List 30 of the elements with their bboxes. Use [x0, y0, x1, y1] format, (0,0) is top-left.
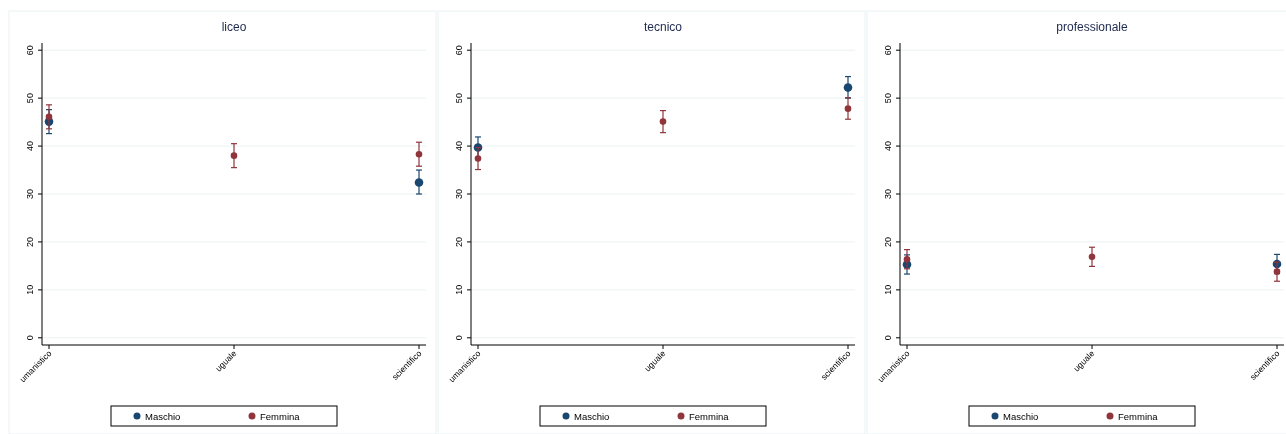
- y-tick-label: 10: [883, 284, 893, 295]
- chart-title: tecnico: [643, 20, 683, 34]
- y-tick-label: 50: [883, 93, 893, 104]
- y-tick-label: 30: [883, 188, 893, 200]
- y-tick-label: 0: [883, 335, 893, 341]
- y-tick-label: 60: [454, 45, 464, 56]
- y-tick-label: 60: [883, 45, 893, 56]
- legend-label: Femmina: [689, 411, 730, 422]
- y-tick-label: 50: [454, 93, 464, 104]
- y-tick-label: 30: [454, 188, 464, 200]
- y-tick-label: 10: [454, 284, 464, 295]
- legend-label: Maschio: [145, 411, 181, 422]
- y-tick-label: 20: [25, 236, 35, 247]
- y-tick-label: 50: [25, 93, 35, 104]
- y-tick-label: 10: [25, 284, 35, 295]
- y-tick-label: 0: [25, 335, 35, 341]
- y-tick-label: 40: [883, 141, 893, 152]
- legend-label: Femmina: [260, 411, 301, 422]
- y-tick-label: 40: [25, 141, 35, 152]
- chart-title: liceo: [221, 20, 247, 34]
- legend-label: Maschio: [1003, 411, 1039, 422]
- y-tick-label: 60: [25, 45, 35, 56]
- y-tick-label: 40: [454, 141, 464, 152]
- chart-title: professionale: [1056, 20, 1129, 34]
- y-tick-label: 0: [454, 335, 464, 341]
- y-tick-label: 20: [883, 236, 893, 247]
- y-tick-label: 20: [454, 236, 464, 247]
- legend-label: Maschio: [574, 411, 610, 422]
- y-tick-label: 30: [25, 188, 35, 200]
- legend-label: Femmina: [1118, 411, 1159, 422]
